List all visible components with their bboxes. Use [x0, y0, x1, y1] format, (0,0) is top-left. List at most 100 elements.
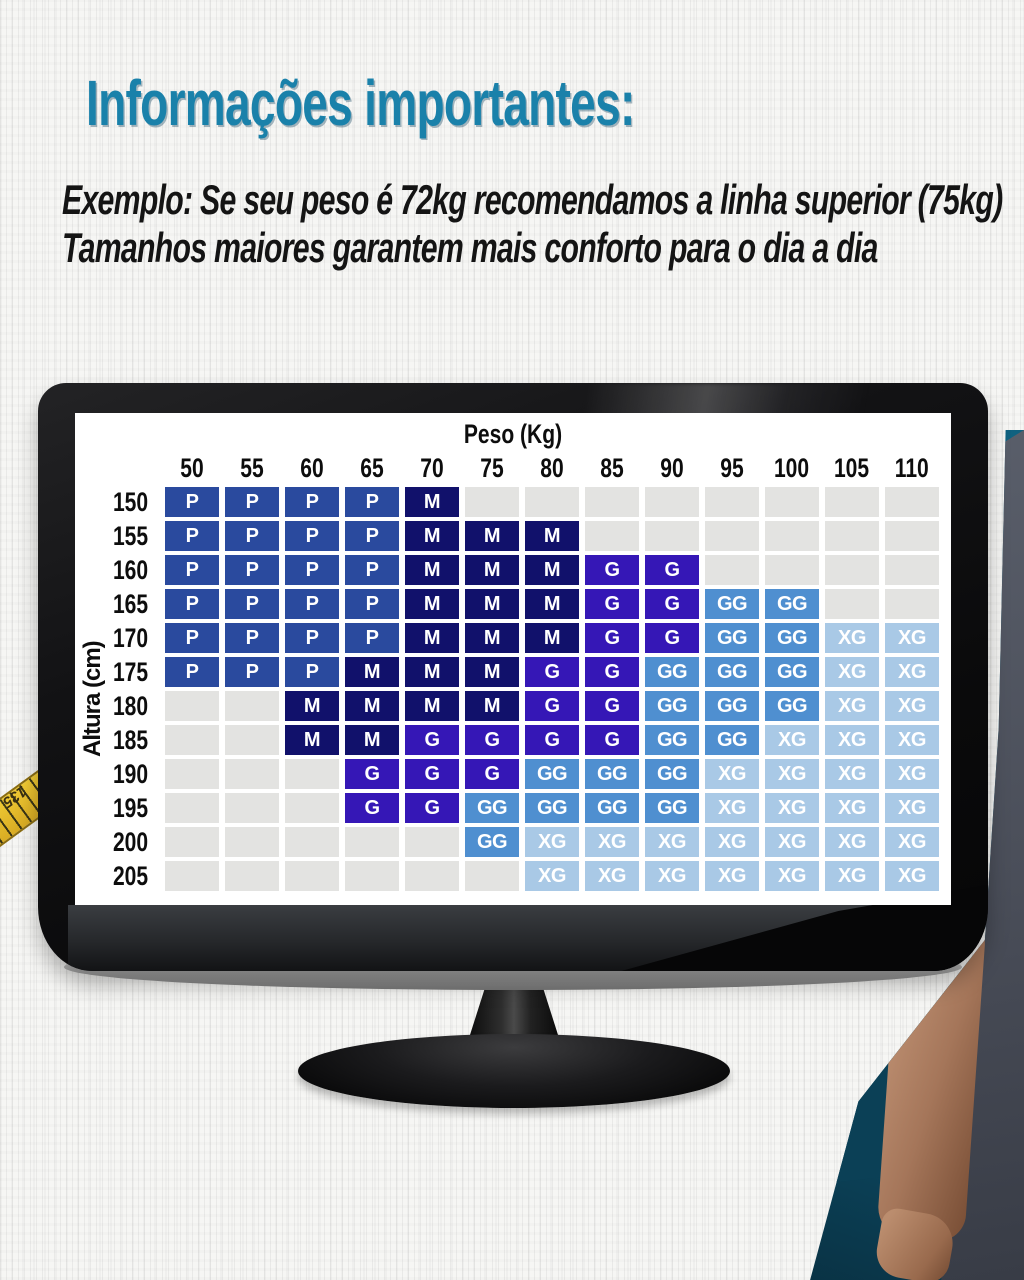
- size-cell-P: P: [225, 487, 279, 517]
- size-cell-XG: XG: [885, 827, 939, 857]
- empty-cell: [765, 487, 819, 517]
- size-cell-GG: GG: [705, 691, 759, 721]
- size-grid: 50 55 60 65 70 75 80 85 90 95 100 105 110 150 P P P P M 155…: [87, 453, 939, 891]
- size-cell-M: M: [345, 725, 399, 755]
- empty-cell: [405, 861, 459, 891]
- size-cell-M: M: [465, 589, 519, 619]
- size-cell-GG: GG: [705, 657, 759, 687]
- weight-header-90-text: 90: [660, 452, 684, 483]
- weight-header-105-text: 105: [834, 452, 870, 483]
- height-label-150: 150: [87, 487, 159, 517]
- empty-cell: [405, 827, 459, 857]
- empty-cell: [225, 861, 279, 891]
- size-cell-G: G: [645, 589, 699, 619]
- weight-header-75: 75: [465, 453, 519, 483]
- height-label-185-text: 185: [112, 724, 149, 755]
- size-cell-P: P: [165, 657, 219, 687]
- empty-cell: [285, 827, 339, 857]
- weight-header-60-text: 60: [300, 452, 324, 483]
- size-cell-P: P: [225, 657, 279, 687]
- height-label-175-text: 175: [112, 656, 149, 687]
- size-cell-XG: XG: [585, 861, 639, 891]
- size-cell-M: M: [285, 725, 339, 755]
- size-cell-P: P: [345, 555, 399, 585]
- size-cell-XG: XG: [885, 657, 939, 687]
- empty-cell: [885, 555, 939, 585]
- weight-header-110: 110: [885, 453, 939, 483]
- size-cell-XG: XG: [705, 759, 759, 789]
- size-cell-P: P: [285, 487, 339, 517]
- size-cell-GG: GG: [645, 691, 699, 721]
- weight-header-50: 50: [165, 453, 219, 483]
- empty-cell: [225, 725, 279, 755]
- size-cell-XG: XG: [705, 861, 759, 891]
- height-label-165-text: 165: [112, 588, 149, 619]
- size-cell-G: G: [645, 555, 699, 585]
- height-label-180-text: 180: [112, 690, 149, 721]
- size-cell-XG: XG: [825, 657, 879, 687]
- size-cell-GG: GG: [765, 623, 819, 653]
- weight-header-105: 105: [825, 453, 879, 483]
- empty-cell: [705, 521, 759, 551]
- size-cell-XG: XG: [705, 827, 759, 857]
- size-cell-M: M: [345, 691, 399, 721]
- empty-cell: [225, 759, 279, 789]
- weight-header-55-text: 55: [240, 452, 264, 483]
- size-cell-XG: XG: [645, 861, 699, 891]
- size-cell-GG: GG: [645, 725, 699, 755]
- size-cell-XG: XG: [825, 759, 879, 789]
- height-label-200-text: 200: [112, 826, 149, 857]
- empty-cell: [285, 759, 339, 789]
- size-cell-XG: XG: [825, 827, 879, 857]
- size-cell-GG: GG: [705, 623, 759, 653]
- size-cell-G: G: [405, 725, 459, 755]
- empty-cell: [285, 861, 339, 891]
- size-cell-M: M: [465, 691, 519, 721]
- size-cell-P: P: [165, 487, 219, 517]
- size-cell-M: M: [345, 657, 399, 687]
- size-cell-P: P: [165, 555, 219, 585]
- height-label-185: 185: [87, 725, 159, 755]
- size-cell-G: G: [585, 657, 639, 687]
- height-label-155: 155: [87, 521, 159, 551]
- empty-cell: [585, 487, 639, 517]
- height-label-150-text: 150: [112, 486, 149, 517]
- size-cell-P: P: [225, 589, 279, 619]
- empty-cell: [345, 827, 399, 857]
- empty-cell: [285, 793, 339, 823]
- empty-cell: [825, 589, 879, 619]
- page-title-text: Informações importantes:: [86, 67, 635, 139]
- weight-axis-title: Peso (Kg): [75, 419, 951, 450]
- weight-header-110-text: 110: [895, 452, 929, 483]
- size-cell-GG: GG: [585, 793, 639, 823]
- weight-header-50-text: 50: [180, 452, 204, 483]
- size-cell-XG: XG: [645, 827, 699, 857]
- size-cell-G: G: [405, 759, 459, 789]
- size-cell-G: G: [585, 555, 639, 585]
- size-cell-XG: XG: [705, 793, 759, 823]
- empty-cell: [885, 521, 939, 551]
- size-cell-P: P: [345, 521, 399, 551]
- empty-cell: [225, 691, 279, 721]
- size-cell-GG: GG: [705, 725, 759, 755]
- size-cell-XG: XG: [885, 691, 939, 721]
- size-cell-M: M: [405, 589, 459, 619]
- empty-cell: [525, 487, 579, 517]
- size-cell-XG: XG: [525, 827, 579, 857]
- empty-cell: [765, 521, 819, 551]
- empty-cell: [345, 861, 399, 891]
- size-cell-XG: XG: [885, 725, 939, 755]
- height-label-170-text: 170: [112, 622, 149, 653]
- example-text: Exemplo: Se seu peso é 72kg recomendamos…: [62, 176, 1024, 272]
- size-cell-M: M: [405, 623, 459, 653]
- size-cell-M: M: [525, 589, 579, 619]
- size-cell-GG: GG: [705, 589, 759, 619]
- height-label-205: 205: [87, 861, 159, 891]
- size-cell-M: M: [525, 521, 579, 551]
- empty-cell: [885, 589, 939, 619]
- size-cell-G: G: [405, 793, 459, 823]
- size-cell-GG: GG: [645, 657, 699, 687]
- weight-header-55: 55: [225, 453, 279, 483]
- monitor-screen: Peso (Kg) Altura (cm) 50 55 60 65 70 75 80 85 90…: [75, 413, 951, 905]
